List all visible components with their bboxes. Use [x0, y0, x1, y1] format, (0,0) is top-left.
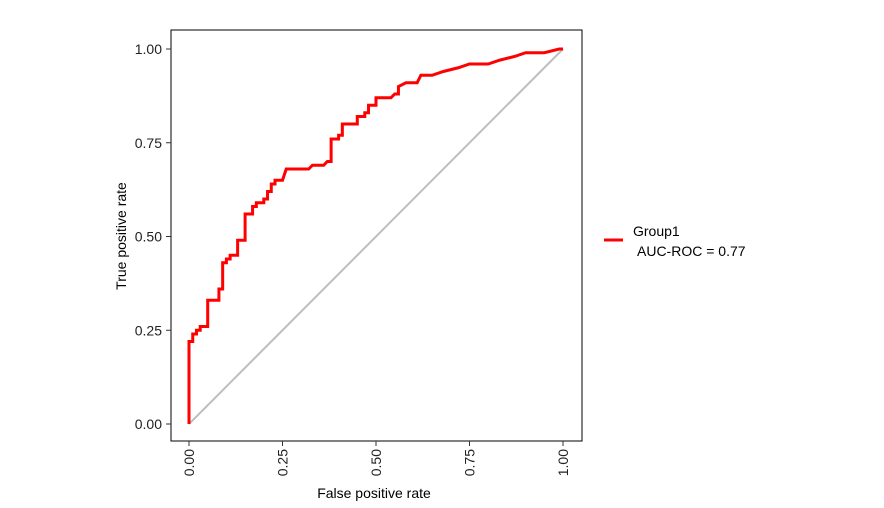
series-layer [187, 47, 563, 424]
y-tick-label: 0.75 [135, 135, 162, 151]
legend: Group1 AUC-ROC = 0.77 [604, 223, 746, 259]
y-tick-label: 0.25 [135, 322, 162, 338]
x-tick-label: 0.50 [368, 449, 384, 476]
series-line-group1 [187, 47, 563, 424]
legend-annotation-auc: AUC-ROC = 0.77 [637, 243, 746, 259]
y-axis-title: True positive rate [113, 182, 129, 290]
x-axis: 0.00 0.25 0.50 0.75 1.00 [181, 441, 571, 476]
y-tick-label: 0.50 [135, 229, 162, 245]
x-axis-title: False positive rate [317, 485, 431, 501]
reference-diagonal-layer [188, 48, 564, 425]
x-tick-label: 1.00 [555, 449, 571, 476]
y-tick-label: 0.00 [135, 416, 162, 432]
reference-diagonal-line [188, 48, 564, 425]
y-tick-label: 1.00 [135, 41, 162, 57]
legend-label-group1: Group1 [633, 223, 680, 239]
x-tick-label: 0.75 [462, 449, 478, 476]
x-tick-label: 0.25 [275, 449, 291, 476]
y-axis: 0.00 0.25 0.50 0.75 1.00 [135, 41, 171, 432]
x-tick-label: 0.00 [181, 449, 197, 476]
